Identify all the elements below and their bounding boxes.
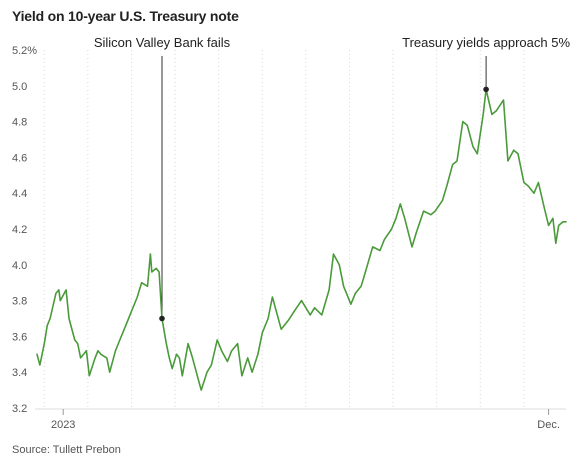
- chart-title: Yield on 10-year U.S. Treasury note: [12, 8, 239, 24]
- y-tick-label: 4.8: [12, 117, 27, 129]
- y-tick-label: 4.0: [12, 260, 27, 272]
- gridlines: [35, 50, 566, 410]
- y-tick-label: 5.2%: [12, 45, 37, 57]
- annotation-label: Treasury yields approach 5%: [402, 35, 570, 50]
- y-tick-label: 4.6: [12, 152, 27, 164]
- annotation-markers: [159, 86, 489, 322]
- y-tick-label: 4.2: [12, 224, 27, 236]
- y-tick-label: 3.4: [12, 367, 27, 379]
- x-tick-label: 2023: [51, 419, 75, 431]
- annotation-label: Silicon Valley Bank fails: [94, 35, 231, 50]
- series-line: [36, 88, 567, 391]
- annotation-marker-dot: [483, 86, 489, 93]
- source-note: Source: Tullett Prebon: [12, 444, 121, 456]
- annotations: Silicon Valley Bank fails Treasury yields…: [94, 35, 570, 319]
- annotation-marker-dot: [159, 315, 165, 322]
- x-tick-label: Dec.: [537, 419, 560, 431]
- series-line-layer: [36, 88, 567, 391]
- y-tick-label: 5.0: [12, 81, 27, 93]
- y-tick-label: 4.4: [12, 188, 27, 200]
- y-tick-label: 3.6: [12, 331, 27, 343]
- x-axis-tick-labels: 2023 Dec.: [51, 409, 560, 431]
- y-axis-tick-labels: 5.2% 5.0 4.8 4.6 4.4 4.2 4.0 3.8 3.6 3.4 3.2: [12, 45, 37, 415]
- y-tick-label: 3.8: [12, 296, 27, 308]
- y-tick-label: 3.2: [12, 403, 27, 415]
